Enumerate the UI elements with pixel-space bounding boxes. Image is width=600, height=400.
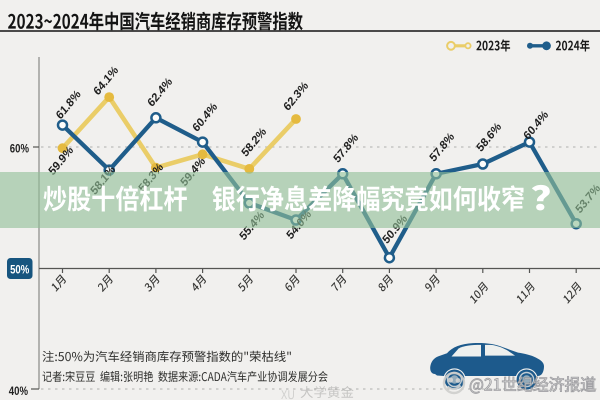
svg-text:50%: 50% [10,264,30,277]
svg-text:60%: 60% [10,143,30,156]
svg-text:40%: 40% [9,385,29,398]
